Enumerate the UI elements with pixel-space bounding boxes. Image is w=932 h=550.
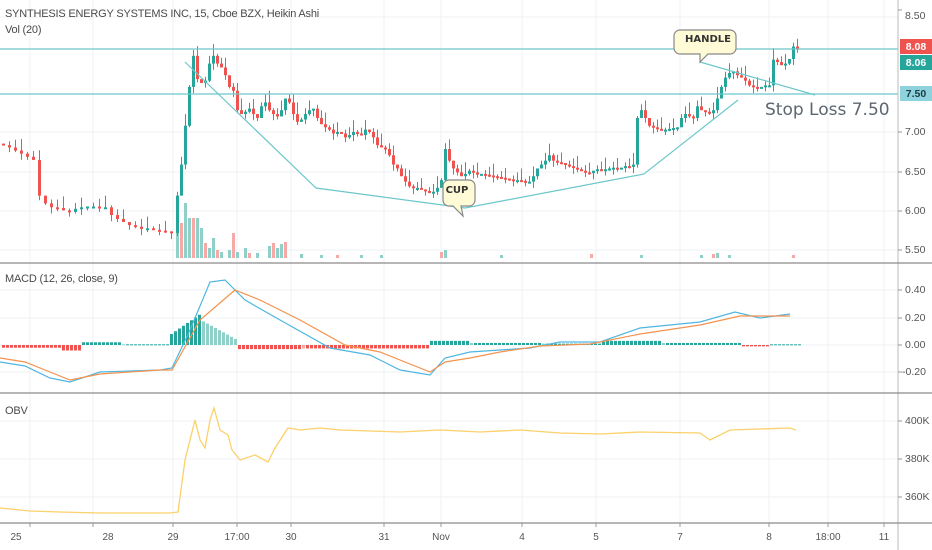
cup-label[interactable]: CUP [445,185,469,196]
obv-tick: 400K [905,415,930,427]
prev-close-tag: 8.06 [900,55,932,70]
price-tick: 7.00 [905,126,926,138]
price-tick: 6.00 [905,205,926,217]
handle-label[interactable]: HANDLE [685,34,731,45]
macd-tick: 0.20 [905,312,926,324]
price-tick: 8.50 [905,10,926,22]
time-label: 8 [766,532,772,543]
obv-tick: 360K [905,491,930,503]
macd-tick: 0.40 [905,284,926,296]
time-label: 30 [285,532,297,543]
time-label: 4 [519,532,525,543]
stop-loss-annotation[interactable]: Stop Loss 7.50 [765,100,890,120]
price-tick: 6.50 [905,166,926,178]
price-tick: 5.50 [905,244,926,256]
obv-tick: 380K [905,453,930,465]
last-price-tag: 8.08 [900,39,932,54]
macd-legend: MACD (12, 26, close, 9) [5,273,118,285]
time-label: 28 [102,532,114,543]
time-label: 7 [677,532,683,543]
time-label: 18:00 [815,532,841,543]
candlestick-series [2,38,799,240]
time-label: 17:00 [224,532,250,543]
time-label: 31 [378,532,390,543]
time-label: Nov [432,532,450,543]
time-label: 5 [593,532,599,543]
stop-loss-tag: 7.50 [900,86,932,101]
symbol-title: SYNTHESIS ENERGY SYSTEMS INC, 15, Cboe B… [5,8,320,20]
trend-lines[interactable] [0,29,898,218]
macd-tick: 0.00 [905,339,926,351]
volume-legend: Vol (20) [5,24,42,36]
obv-legend: OBV [5,405,28,417]
macd-pane [0,279,801,383]
grid-lines [0,0,898,523]
time-label: 29 [167,532,179,543]
obv-pane [0,405,797,514]
time-label: 11 [878,532,890,543]
macd-tick: -0.20 [902,366,926,378]
time-label: 25 [10,532,22,543]
